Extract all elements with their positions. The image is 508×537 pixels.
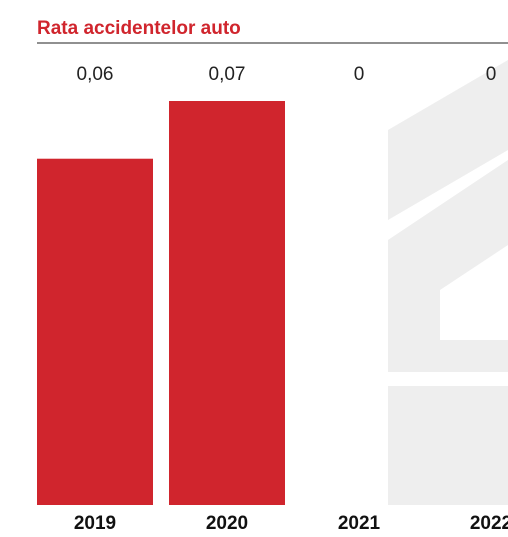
watermark-shape — [388, 372, 508, 386]
value-label: 0,06 — [77, 64, 114, 85]
watermark-cutouts — [388, 245, 508, 386]
x-tick-label: 2020 — [206, 513, 248, 534]
value-label: 0 — [354, 64, 365, 85]
x-tick-label: 2022 — [470, 513, 508, 534]
x-tick-label: 2019 — [74, 513, 116, 534]
bar — [169, 101, 285, 505]
watermark-shape — [440, 245, 508, 340]
watermark-shape — [388, 60, 508, 220]
title-bg — [37, 14, 277, 42]
x-tick-label: 2021 — [338, 513, 381, 534]
value-label: 0 — [486, 64, 497, 85]
value-label: 0,07 — [209, 64, 246, 85]
bar — [37, 158, 153, 505]
chart-title: Rata accidentelor auto — [37, 18, 241, 39]
